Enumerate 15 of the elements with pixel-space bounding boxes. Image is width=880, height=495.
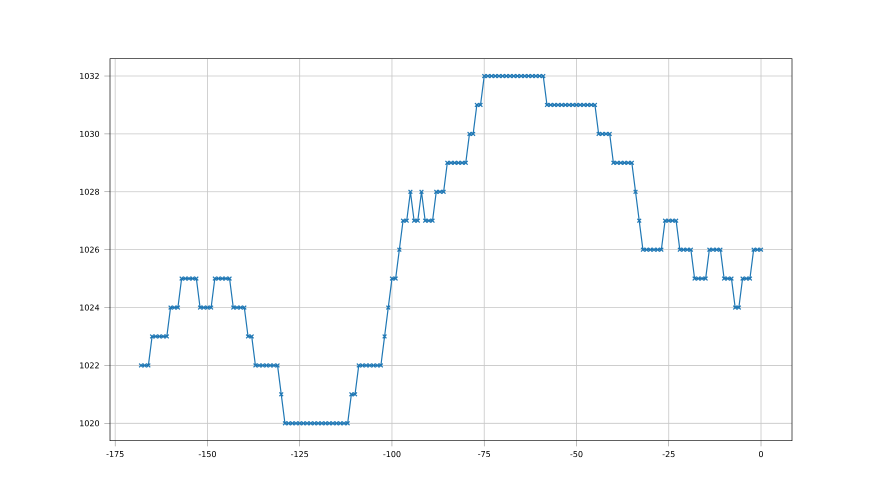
x-tick-label: -75 <box>478 451 490 458</box>
x-tick-label: -50 <box>570 451 582 458</box>
x-tick-label: -175 <box>106 451 124 458</box>
y-tick-label: 1024 <box>80 304 100 311</box>
y-tick-label: 1022 <box>80 362 99 369</box>
y-tick-label: 1026 <box>80 246 100 253</box>
x-tick-label: -100 <box>383 451 401 458</box>
y-tick-label: 1032 <box>80 73 99 80</box>
x-tick-label: -125 <box>291 451 308 458</box>
x-tick-label: -150 <box>198 451 216 458</box>
y-tick-label: 1030 <box>80 131 100 138</box>
y-tick-label: 1020 <box>80 420 100 426</box>
x-tick-label: 0 <box>758 451 764 458</box>
y-tick-label: 1028 <box>80 188 100 195</box>
x-tick-label: -25 <box>662 451 675 458</box>
